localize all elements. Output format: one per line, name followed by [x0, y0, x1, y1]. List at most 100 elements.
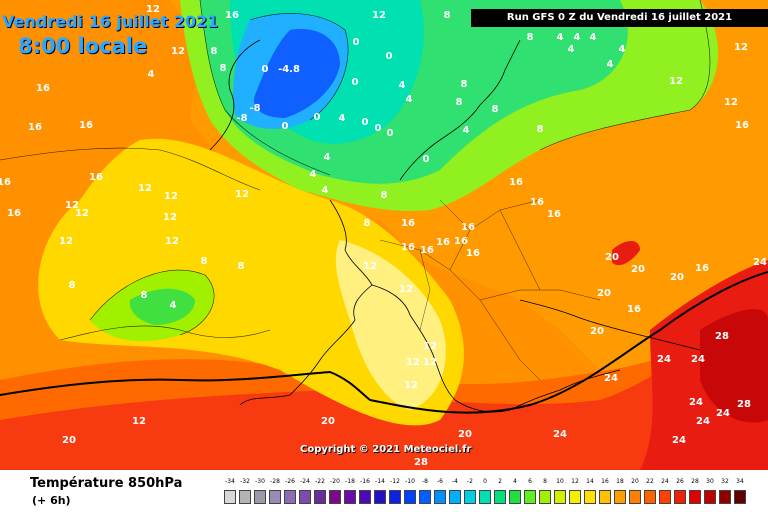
legend-swatch — [569, 490, 581, 504]
isotherm-label: 8 — [201, 256, 208, 267]
isotherm-label: 24 — [716, 408, 730, 419]
isotherm-label: 16 — [509, 177, 523, 188]
isotherm-label: 4 — [574, 32, 581, 43]
isotherm-label: -4.8 — [278, 64, 300, 75]
isotherm-label: 16 — [401, 218, 415, 229]
legend-swatch — [539, 490, 551, 504]
isotherm-label: 16 — [627, 304, 641, 315]
isotherm-label: 12 — [423, 341, 437, 352]
legend-swatch — [419, 490, 431, 504]
core-zone — [700, 309, 768, 423]
legend-swatch — [329, 490, 341, 504]
legend-tick-label: -34 — [225, 478, 235, 485]
legend-tick-label: -30 — [255, 478, 265, 485]
legend-swatch — [494, 490, 506, 504]
isotherm-label: 28 — [737, 399, 751, 410]
isotherm-label: 24 — [657, 354, 671, 365]
isotherm-label: 4 — [339, 113, 346, 124]
isotherm-label: 8 — [492, 104, 499, 115]
isotherm-label: 8 — [220, 63, 227, 74]
legend-swatch — [404, 490, 416, 504]
isotherm-label: 8 — [364, 218, 371, 229]
isotherm-label: 8 — [456, 97, 463, 108]
isotherm-label: 12 — [75, 208, 89, 219]
isotherm-label: 12 — [734, 42, 748, 53]
isotherm-label: 4 — [406, 94, 413, 105]
legend-swatch — [719, 490, 731, 504]
isotherm-label: 0 — [375, 123, 382, 134]
pale-yellow-zone — [335, 240, 446, 410]
isotherm-label: 4 — [322, 185, 329, 196]
isotherm-label: 24 — [753, 257, 767, 268]
legend-tick-label: -2 — [467, 478, 473, 485]
isotherm-label: 4 — [170, 300, 177, 311]
isotherms — [0, 0, 711, 341]
legend-swatch — [449, 490, 461, 504]
date-label: Vendredi 16 juillet 2021 — [2, 12, 219, 31]
legend-tick-label: -14 — [375, 478, 385, 485]
legend-swatch — [614, 490, 626, 504]
parameter-label: Température 850hPa — [30, 476, 183, 491]
isotherm-label: 16 — [530, 197, 544, 208]
color-legend: -34 -32 -30 -28 -26 -24 -22 -20 -18 -16 -14 -12 -10-… — [224, 478, 752, 508]
legend-tick-label: -4 — [452, 478, 458, 485]
isotherm-label: 16 — [0, 177, 11, 188]
isotherm-label: 20 — [605, 252, 619, 263]
isotherm-label: 12 — [363, 261, 377, 272]
legend-swatch — [509, 490, 521, 504]
atlantic-green-core — [129, 288, 195, 325]
isotherm-label: 4 — [557, 32, 564, 43]
temperature-map: 12 16 12 8 4 4 4 4 4 4 8 8 8 12 4 0 -4.8 0 0 0 4 4 8 8 8 4 8 12 12 12… — [0, 0, 768, 470]
isotherm-label: 24 — [691, 354, 705, 365]
isotherm-label: 12 — [171, 46, 185, 57]
run-label: Run GFS 0 Z du Vendredi 16 juillet 2021 — [471, 9, 768, 27]
legend-tick-label: 26 — [676, 478, 684, 485]
legend-tick-label: -12 — [390, 478, 400, 485]
isotherm-label: 4 — [568, 44, 575, 55]
legend-tick-label: 10 — [556, 478, 564, 485]
legend-tick-label: -8 — [422, 478, 428, 485]
isotherm-label: 4 — [619, 44, 626, 55]
isotherm-label: 12 — [165, 236, 179, 247]
legend-swatch — [464, 490, 476, 504]
legend-tick-label: -16 — [360, 478, 370, 485]
isotherm-label: 16 — [735, 120, 749, 131]
isotherm-label: 16 — [695, 263, 709, 274]
isotherm-label: 4 — [324, 152, 331, 163]
isotherm-label: 16 — [420, 245, 434, 256]
isotherm-label: 20 — [321, 416, 335, 427]
isotherm-label: 12 — [164, 191, 178, 202]
isotherm-label: 12 — [372, 10, 386, 21]
isotherm-label: 4 — [399, 80, 406, 91]
isotherm-label: 16 — [466, 248, 480, 259]
isotherm-label: 28 — [715, 331, 729, 342]
legend-tick-label: -18 — [345, 478, 355, 485]
legend-tick-label: 0 — [483, 478, 487, 485]
legend-tick-label: 32 — [721, 478, 729, 485]
legend-tick-label: 2 — [498, 478, 502, 485]
legend-swatch — [389, 490, 401, 504]
isotherm-label: 20 — [458, 429, 472, 440]
isotherm-label: 20 — [597, 288, 611, 299]
time-label: 8:00 locale — [18, 34, 148, 58]
legend-tick-label: 8 — [543, 478, 547, 485]
legend-tick-label: -22 — [315, 478, 325, 485]
isotherm-label: 12 — [138, 183, 152, 194]
isotherm-label: 16 — [89, 172, 103, 183]
isotherm-label: 12 — [423, 357, 437, 368]
legend-tick-label: 28 — [691, 478, 699, 485]
isotherm-label: 16 — [436, 237, 450, 248]
legend-tick-label: 14 — [586, 478, 594, 485]
isotherm-label: 16 — [454, 236, 468, 247]
isotherm-label: 8 — [461, 79, 468, 90]
legend-tick-label: 22 — [646, 478, 654, 485]
isotherm-label: 12 — [132, 416, 146, 427]
legend-swatch — [524, 490, 536, 504]
legend-swatch — [704, 490, 716, 504]
legend-swatch — [554, 490, 566, 504]
legend-tick-label: 16 — [601, 478, 609, 485]
isotherm-label: 20 — [590, 326, 604, 337]
isotherm-label: 12 — [235, 189, 249, 200]
